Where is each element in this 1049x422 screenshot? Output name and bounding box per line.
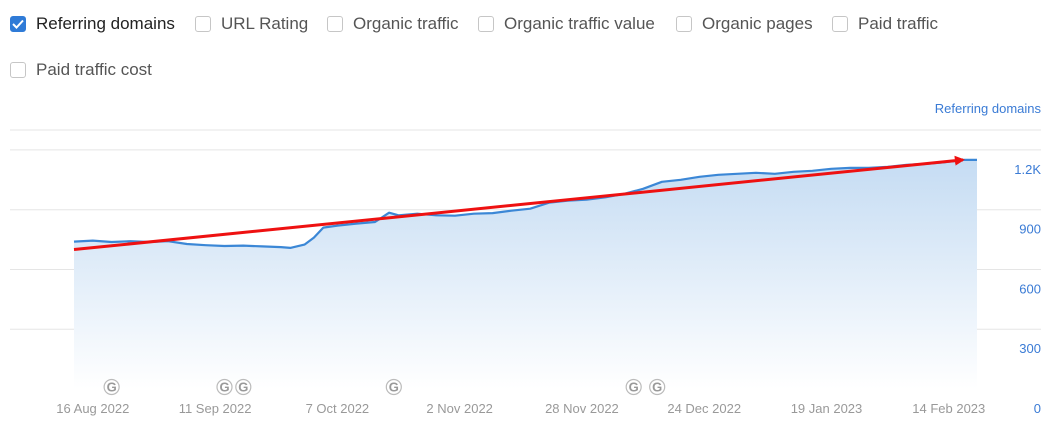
google-icon-letter: G [629, 380, 639, 395]
google-icon-circle [385, 378, 402, 396]
checkbox-icon[interactable] [478, 16, 494, 32]
filter-paid-traffic[interactable]: Paid traffic [832, 14, 938, 34]
y-axis-ticks: 0 300 600 900 1.2K [1014, 162, 1041, 416]
filter-label: Organic traffic value [504, 14, 655, 33]
y-tick-label: 900 [1019, 222, 1041, 237]
y-tick-label: 600 [1019, 281, 1041, 296]
google-icon-letter: G [219, 380, 229, 395]
filter-label: Organic pages [702, 14, 813, 33]
google-icon-circle [216, 378, 233, 396]
y-tick-label: 0 [1034, 401, 1041, 416]
series-line-group [73, 158, 977, 249]
axis-title: Referring domains [935, 101, 1042, 116]
google-icon-letter: G [107, 380, 117, 395]
x-tick-label: 2 Nov 2022 [426, 401, 493, 416]
x-tick-label: 24 Dec 2022 [667, 401, 741, 416]
checkbox-icon[interactable] [676, 16, 692, 32]
x-tick-label: 19 Jan 2023 [791, 401, 863, 416]
filter-url-rating[interactable]: URL Rating [195, 14, 308, 34]
google-update-icon: G [385, 378, 402, 396]
google-update-icon: G [216, 378, 233, 396]
checkbox-checked-icon[interactable] [10, 16, 26, 32]
filter-paid-traffic-cost[interactable]: Paid traffic cost [10, 60, 152, 80]
x-tick-label: 11 Sep 2022 [179, 401, 252, 416]
filter-label: Referring domains [36, 14, 175, 33]
x-axis-ticks: 16 Aug 2022 11 Sep 2022 7 Oct 2022 2 Nov 20… [56, 401, 985, 416]
filter-label: Organic traffic [353, 14, 459, 33]
checkbox-icon[interactable] [832, 16, 848, 32]
google-icon-circle [649, 378, 666, 396]
filter-organic-traffic-value[interactable]: Organic traffic value [478, 14, 655, 34]
google-update-icon: G [235, 378, 252, 396]
google-icon-letter: G [389, 380, 399, 395]
google-icon-letter: G [238, 380, 248, 395]
google-update-icon: G [649, 378, 666, 396]
filter-referring-domains[interactable]: Referring domains [10, 14, 175, 34]
filter-organic-pages[interactable]: Organic pages [676, 14, 813, 34]
filter-label: URL Rating [221, 14, 309, 33]
x-tick-label: 28 Nov 2022 [545, 401, 619, 416]
filter-organic-traffic[interactable]: Organic traffic [327, 14, 459, 34]
checkbox-icon[interactable] [195, 16, 211, 32]
google-icon-letter: G [652, 380, 662, 395]
google-update-icon: G [625, 378, 642, 396]
series-line [73, 158, 977, 249]
filter-label: Paid traffic cost [36, 60, 152, 79]
series-area-fill [74, 159, 977, 389]
google-icon-circle [625, 378, 642, 396]
google-update-icon: G [103, 378, 120, 396]
y-tick-label: 300 [1019, 341, 1041, 356]
checkbox-icon[interactable] [327, 16, 343, 32]
trend-arrow-group [73, 155, 965, 252]
trend-arrow [73, 155, 965, 252]
checkbox-icon[interactable] [10, 62, 26, 78]
x-tick-label: 16 Aug 2022 [56, 401, 129, 416]
google-icon-circle [103, 378, 120, 396]
x-tick-label: 7 Oct 2022 [306, 401, 370, 416]
y-tick-label: 1.2K [1014, 162, 1041, 177]
x-tick-label: 14 Feb 2023 [912, 401, 985, 416]
google-icon-circle [235, 378, 252, 396]
filter-label: Paid traffic [858, 14, 939, 33]
series-area [74, 159, 977, 389]
